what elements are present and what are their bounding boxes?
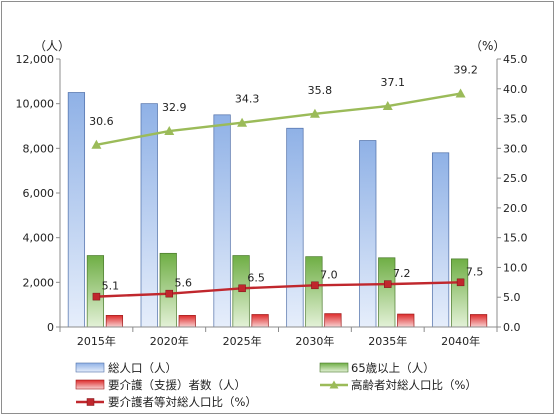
x-tick-label: 2035年 — [368, 334, 407, 348]
point-care-ratio — [92, 292, 101, 301]
left-tick-label: 2,000 — [23, 276, 55, 289]
legend-label-care-ratio: 要介護者等対総人口比（%） — [108, 395, 257, 409]
bar-care — [251, 314, 269, 328]
legend: 総人口（人） 65歳以上（人） 要介護（支援）者数（人） 高齢者対総人口比（%）… — [75, 361, 477, 409]
point-care-ratio — [311, 281, 319, 290]
left-tick-label: 6,000 — [23, 187, 55, 200]
data-label-elderly-ratio: 30.6 — [89, 115, 114, 128]
point-elderly-ratio — [91, 139, 102, 149]
left-tick-label: 0 — [47, 321, 54, 334]
right-tick-label: 35.0 — [503, 113, 528, 126]
right-axis-ticks: 0.0 5.0 10.0 15.0 20.0 25.0 30.0 35.0 40.0 45.0 — [497, 53, 528, 334]
data-label-elderly-ratio: 39.2 — [453, 64, 478, 77]
bars — [67, 92, 488, 328]
bar-care — [178, 315, 196, 328]
legend-label-total: 総人口（人） — [108, 361, 177, 375]
bar-care — [324, 313, 342, 328]
lines: 30.6 32.9 34.3 35.8 37.1 39.2 5.1 5.6 6.5 7.0 7.2 7… — [89, 64, 483, 301]
bar-total — [359, 140, 377, 328]
legend-marker-care-ratio — [86, 398, 95, 406]
point-care-ratio — [238, 284, 246, 293]
data-label-care-ratio: 7.2 — [393, 267, 411, 280]
bar-care — [469, 314, 488, 328]
data-label-elderly-ratio: 34.3 — [235, 93, 260, 106]
line-care-ratio — [96, 281, 461, 298]
data-label-care-ratio: 7.0 — [320, 268, 338, 281]
right-tick-label: 0.0 — [503, 321, 521, 334]
right-tick-label: 20.0 — [503, 202, 528, 215]
legend-swatch-old — [319, 362, 349, 373]
legend-label-old: 65歳以上（人） — [351, 361, 435, 375]
point-elderly-ratio — [237, 117, 248, 127]
point-elderly-ratio — [309, 108, 320, 118]
point-care-ratio — [384, 280, 392, 288]
right-tick-label: 45.0 — [503, 53, 528, 66]
left-axis-unit: （人） — [34, 39, 70, 53]
legend-marker-elderly-ratio — [329, 380, 339, 389]
point-elderly-ratio — [455, 88, 466, 98]
point-care-ratio — [456, 278, 465, 287]
bar-old — [305, 256, 323, 328]
legend-label-care: 要介護（支援）者数（人） — [108, 378, 246, 392]
x-tick-label: 2020年 — [150, 334, 189, 348]
bar-care — [105, 315, 124, 328]
data-label-elderly-ratio: 37.1 — [381, 76, 406, 89]
right-tick-label: 15.0 — [503, 232, 528, 245]
bar-total — [213, 114, 231, 328]
left-axis-ticks: 0 2,000 4,000 6,000 8,000 10,000 12,000 — [16, 53, 60, 334]
x-tick-label: 2015年 — [77, 334, 116, 348]
bar-total — [67, 92, 86, 328]
x-tick-label: 2040年 — [441, 334, 480, 348]
point-elderly-ratio — [382, 101, 393, 111]
x-tick-label: 2030年 — [295, 334, 334, 348]
left-tick-label: 4,000 — [23, 232, 55, 245]
bar-total — [431, 152, 450, 328]
bar-total — [286, 127, 304, 328]
right-tick-label: 25.0 — [503, 172, 528, 185]
x-axis-ticks: 2015年 2020年 2025年 2030年 2035年 2040年 — [59, 327, 498, 348]
legend-swatch-total — [75, 362, 105, 373]
data-label-care-ratio: 6.5 — [247, 271, 265, 284]
data-label-care-ratio: 5.6 — [175, 277, 193, 290]
right-axis-unit: （%） — [470, 39, 505, 53]
data-label-elderly-ratio: 35.8 — [308, 84, 333, 97]
left-tick-label: 12,000 — [16, 53, 55, 66]
point-care-ratio — [165, 289, 173, 298]
bar-care — [397, 313, 415, 328]
data-label-care-ratio: 5.1 — [102, 280, 120, 293]
line-elderly-ratio — [96, 92, 461, 146]
point-elderly-ratio — [164, 126, 175, 136]
right-tick-label: 10.0 — [503, 261, 528, 274]
data-label-care-ratio: 7.5 — [466, 265, 484, 278]
left-tick-label: 8,000 — [23, 142, 55, 155]
legend-label-elderly-ratio: 高齢者対総人口比（%） — [351, 378, 477, 392]
left-tick-label: 10,000 — [16, 98, 55, 111]
x-tick-label: 2025年 — [223, 334, 262, 348]
right-tick-label: 40.0 — [503, 83, 528, 96]
right-tick-label: 30.0 — [503, 142, 528, 155]
data-label-elderly-ratio: 32.9 — [162, 101, 187, 114]
right-tick-label: 5.0 — [503, 291, 521, 304]
legend-swatch-care — [75, 379, 105, 390]
